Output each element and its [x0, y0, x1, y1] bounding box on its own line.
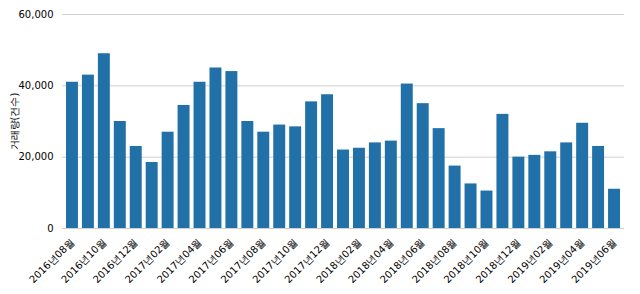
svg-text:2017년10월: 2017년10월	[250, 236, 300, 286]
svg-text:2019년06월: 2019년06월	[569, 236, 618, 285]
svg-text:2019년04월: 2019년04월	[537, 236, 587, 286]
svg-text:2017년06월: 2017년06월	[186, 236, 236, 286]
svg-text:2017년12월: 2017년12월	[282, 236, 332, 286]
svg-text:40,000: 40,000	[19, 80, 54, 91]
svg-text:2018년08월: 2018년08월	[409, 236, 459, 286]
svg-text:2019년02월: 2019년02월	[505, 236, 555, 286]
svg-text:2016년10월: 2016년10월	[59, 236, 108, 286]
svg-text:2018년02월: 2018년02월	[314, 236, 364, 286]
svg-text:2018년06월: 2018년06월	[378, 236, 427, 286]
svg-text:0: 0	[47, 223, 53, 234]
svg-text:거래량(건수): 거래량(건수)	[9, 93, 20, 151]
svg-text:2016년08월: 2016년08월	[27, 236, 77, 286]
svg-text:2017년04월: 2017년04월	[154, 236, 204, 286]
svg-text:2018년10월: 2018년10월	[441, 236, 491, 286]
svg-text:2016년12월: 2016년12월	[91, 236, 140, 286]
svg-text:2018년12월: 2018년12월	[473, 236, 523, 286]
svg-text:60,000: 60,000	[19, 9, 54, 20]
svg-text:2017년08월: 2017년08월	[218, 236, 268, 286]
svg-text:20,000: 20,000	[19, 151, 54, 162]
svg-text:2018년04월: 2018년04월	[346, 236, 395, 286]
svg-text:2017년02월: 2017년02월	[122, 236, 172, 286]
